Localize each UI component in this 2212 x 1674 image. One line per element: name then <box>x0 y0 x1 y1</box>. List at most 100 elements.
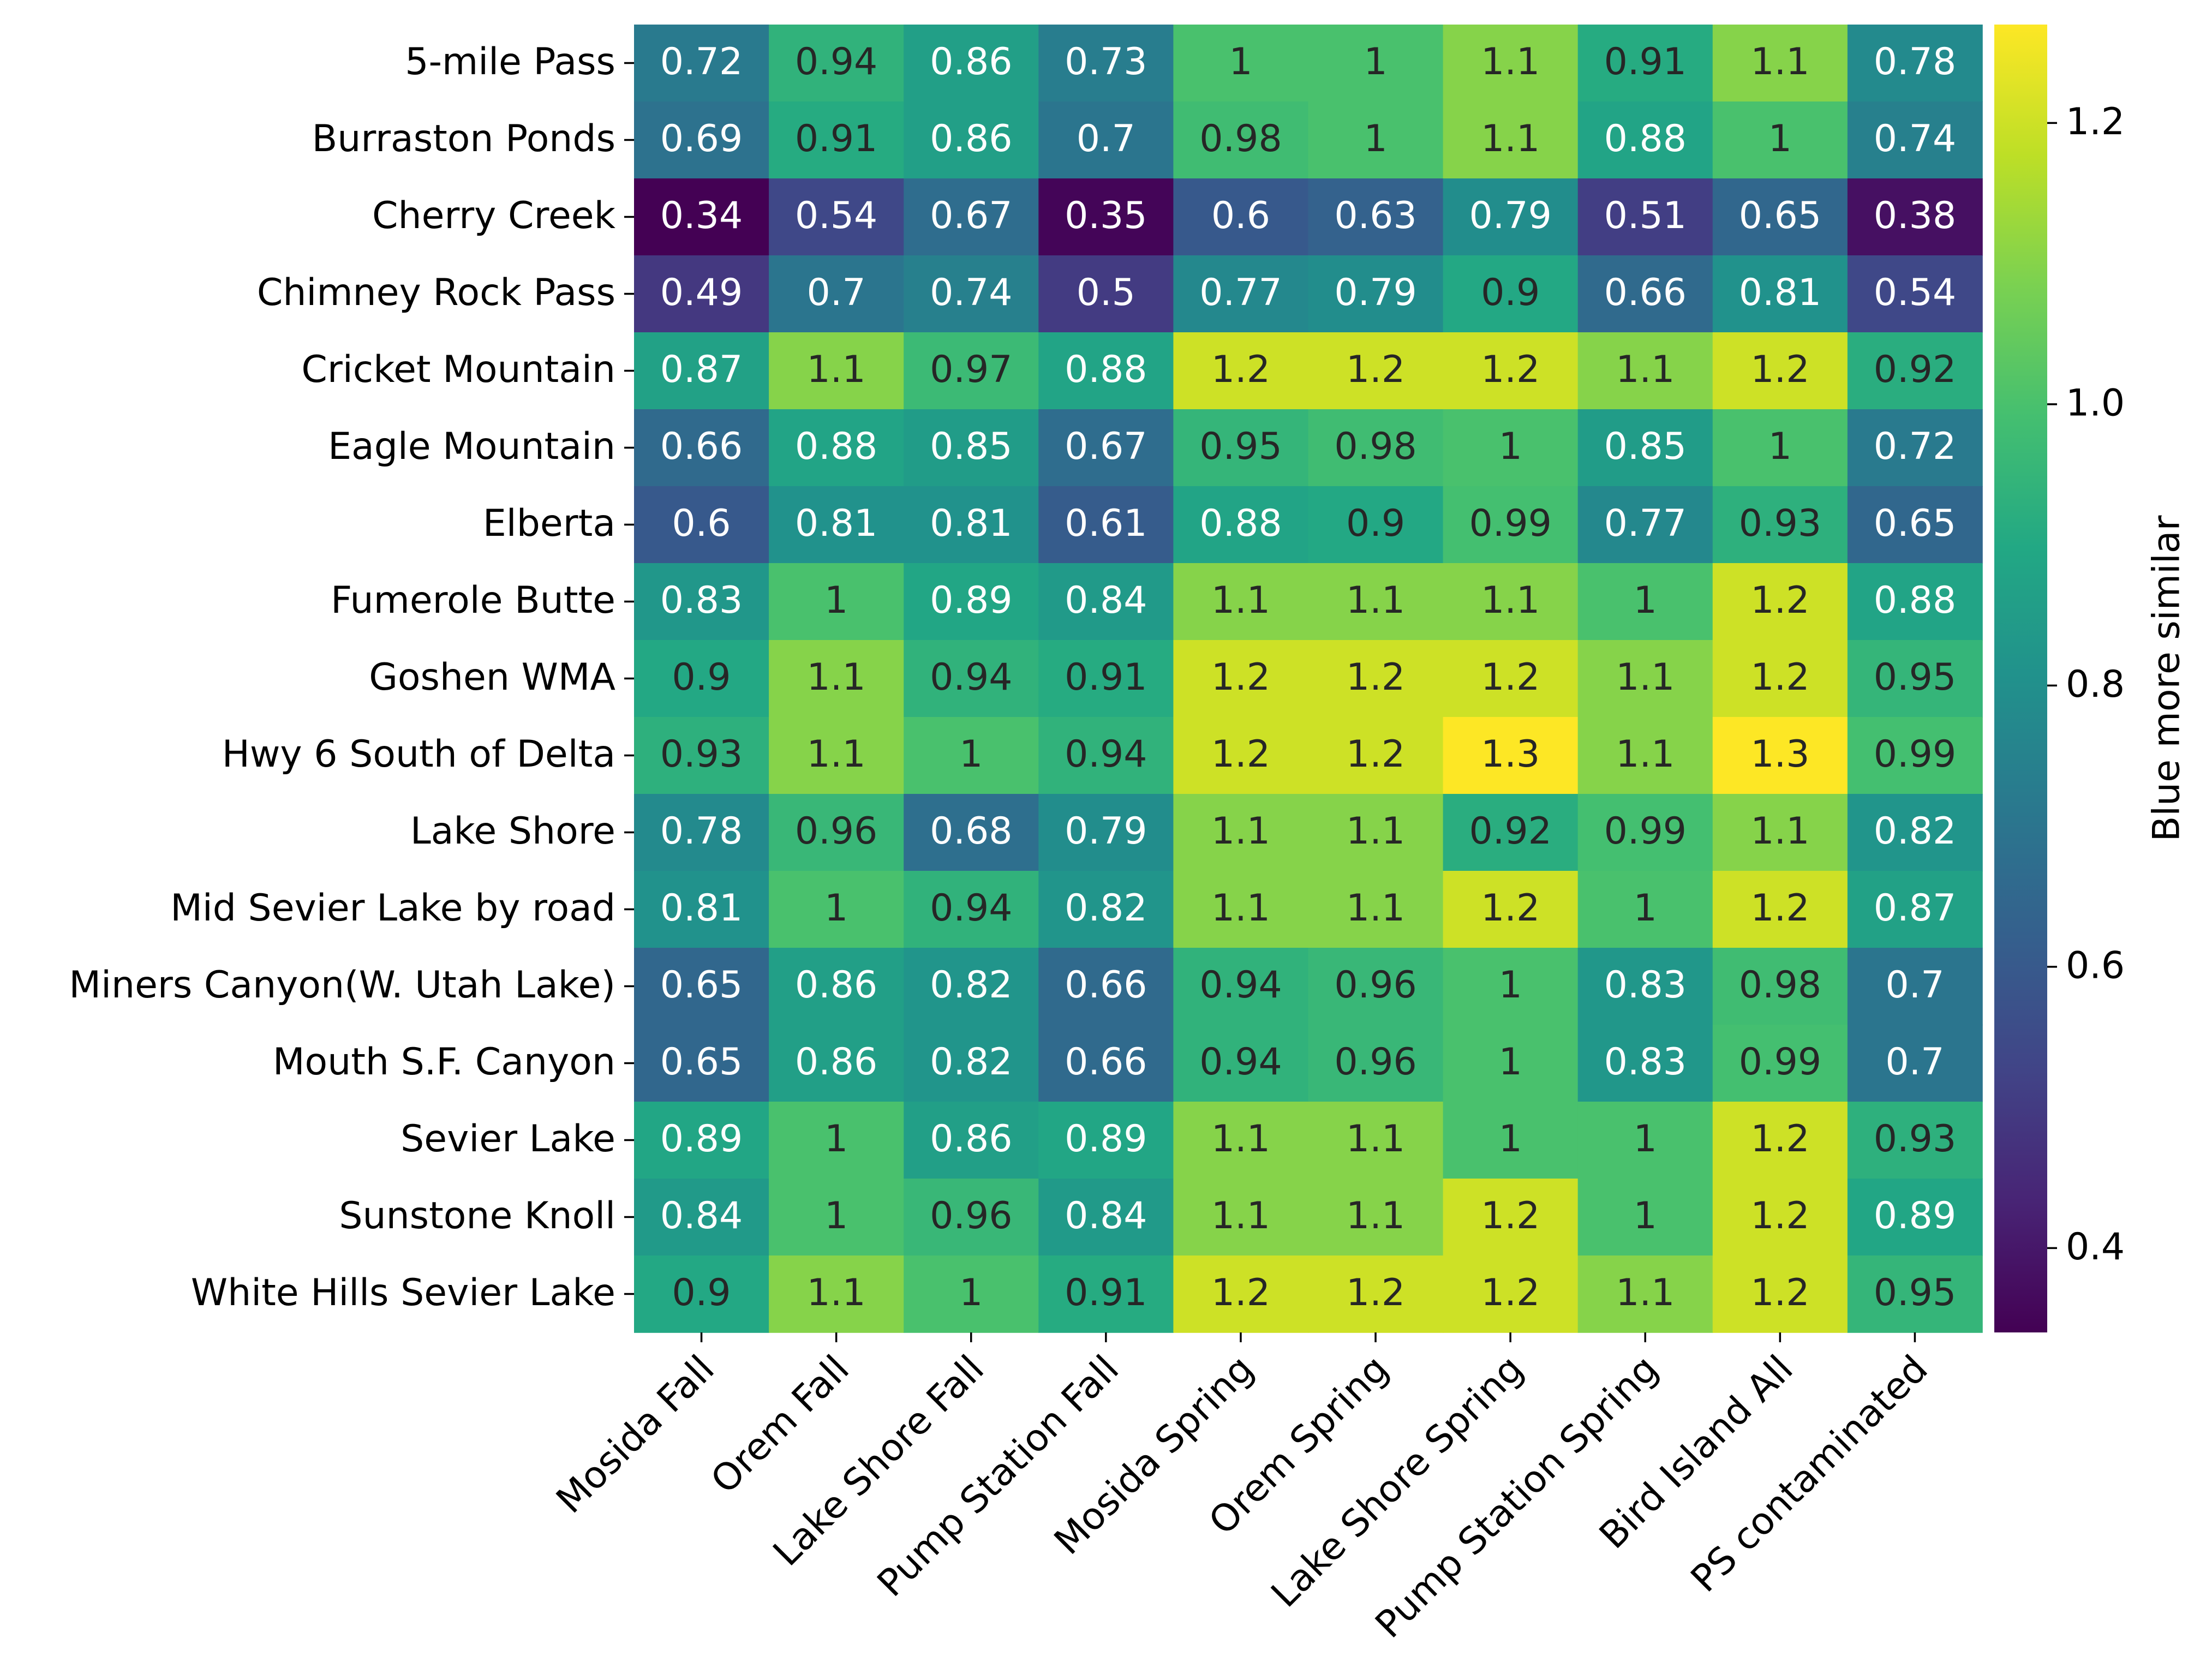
cell-value-label: 0.98 <box>1739 964 1821 1007</box>
heatmap-cell <box>1173 948 1309 1025</box>
cell-value-label: 0.88 <box>1065 348 1147 391</box>
cell-value-label: 0.94 <box>795 40 877 83</box>
heatmap-cell <box>769 332 904 410</box>
cell-value-label: 1 <box>1634 887 1657 930</box>
cell-value-label: 0.96 <box>930 1194 1012 1237</box>
cell-value-label: 0.72 <box>1874 425 1956 468</box>
heatmap-cell <box>1577 1179 1713 1256</box>
heatmap-cell <box>1173 794 1309 871</box>
heatmap-cell <box>904 409 1039 487</box>
cell-value-label: 0.94 <box>930 887 1012 930</box>
cell-value-label: 0.89 <box>930 579 1012 622</box>
cell-value-label: 0.7 <box>1885 1041 1944 1084</box>
cell-value-label: 0.66 <box>1604 271 1687 314</box>
cell-value-label: 1.1 <box>1481 579 1540 622</box>
heatmap-cell <box>1173 25 1309 102</box>
cell-value-label: 0.7 <box>807 271 866 314</box>
heatmap-cell <box>1577 794 1713 871</box>
heatmap-cell <box>1577 1256 1713 1333</box>
y-tick-label: Hwy 6 South of Delta <box>222 733 615 776</box>
heatmap-cell <box>904 794 1039 871</box>
cell-value-label: 0.94 <box>1065 733 1147 776</box>
heatmap-cell <box>1712 563 1848 641</box>
heatmap-cell <box>1847 101 1983 179</box>
cell-value-label: 1.1 <box>1750 40 1809 83</box>
cell-value-label: 0.78 <box>1874 40 1956 83</box>
heatmap-cell <box>1443 717 1579 794</box>
heatmap-cell <box>1712 101 1848 179</box>
y-tick-label: Fumerole Butte <box>331 579 615 622</box>
cell-value-label: 1 <box>1499 425 1522 468</box>
cell-value-label: 1 <box>824 579 848 622</box>
y-tick-label: Cherry Creek <box>372 194 616 237</box>
heatmap-cell <box>1712 871 1848 948</box>
cell-value-label: 0.79 <box>1469 194 1551 237</box>
heatmap-cell <box>769 409 904 487</box>
x-tick-label: PS contaminated <box>1683 1347 1936 1600</box>
y-tick-label: Burraston Ponds <box>312 117 615 160</box>
cell-value-label: 0.81 <box>930 502 1012 545</box>
heatmap-cell <box>1712 409 1848 487</box>
heatmap-cell <box>904 101 1039 179</box>
cell-value-label: 0.98 <box>1199 117 1282 160</box>
heatmap-cell <box>1443 871 1579 948</box>
heatmap-cell <box>1443 563 1579 641</box>
heatmap-cell <box>904 871 1039 948</box>
heatmap-cell <box>634 640 769 718</box>
colorbar-tick-label: 1.0 <box>2066 381 2125 425</box>
cell-value-label: 0.7 <box>1885 964 1944 1007</box>
heatmap-cell <box>1038 640 1174 718</box>
cell-value-label: 0.85 <box>1604 425 1687 468</box>
cell-value-label: 0.89 <box>1065 1117 1147 1161</box>
heatmap-cell <box>634 101 769 179</box>
heatmap-cell <box>1173 178 1309 256</box>
heatmap-cell <box>1712 332 1848 410</box>
heatmap-cell <box>634 255 769 333</box>
cell-value-label: 1 <box>1364 40 1387 83</box>
cell-value-label: 0.9 <box>672 1271 731 1314</box>
heatmap-cell <box>1577 1025 1713 1102</box>
heatmap-cell <box>1038 255 1174 333</box>
heatmap-cell <box>1173 332 1309 410</box>
cell-value-label: 1.1 <box>807 348 866 391</box>
heatmap-cell <box>1038 332 1174 410</box>
heatmap-cell <box>1173 255 1309 333</box>
cell-value-label: 1.1 <box>1211 1194 1270 1237</box>
cell-value-label: 0.68 <box>930 810 1012 853</box>
heatmap-cell <box>1443 1179 1579 1256</box>
y-tick-label: Miners Canyon(W. Utah Lake) <box>69 964 615 1007</box>
colorbar-tick-label: 0.6 <box>2066 944 2125 987</box>
heatmap-cell <box>634 794 769 871</box>
heatmap-cell <box>1712 255 1848 333</box>
heatmap-cell <box>1308 332 1444 410</box>
cell-value-label: 0.65 <box>660 1041 743 1084</box>
heatmap-cell <box>769 1179 904 1256</box>
cell-value-label: 1.2 <box>1346 348 1405 391</box>
heatmap-cell <box>769 948 904 1025</box>
colorbar-label: Blue more similar <box>2145 516 2189 842</box>
cell-value-label: 0.84 <box>1065 1194 1147 1237</box>
cell-value-label: 1.2 <box>1211 733 1270 776</box>
cell-value-label: 1 <box>1499 964 1522 1007</box>
heatmap-cell <box>1847 25 1983 102</box>
cell-value-label: 1 <box>1634 579 1657 622</box>
cell-value-label: 0.91 <box>1065 1271 1147 1314</box>
cell-value-label: 0.94 <box>1199 964 1282 1007</box>
cell-value-label: 0.91 <box>795 117 877 160</box>
heatmap-cell <box>1038 25 1174 102</box>
heatmap-cell <box>634 486 769 564</box>
heatmap-cell <box>1443 1025 1579 1102</box>
cell-value-label: 0.86 <box>930 117 1012 160</box>
cell-value-label: 0.82 <box>930 964 1012 1007</box>
cell-value-label: 0.83 <box>660 579 743 622</box>
heatmap-cell <box>1308 255 1444 333</box>
cell-value-label: 0.54 <box>795 194 877 237</box>
cell-value-label: 0.74 <box>1874 117 1956 160</box>
cell-value-label: 1.1 <box>807 733 866 776</box>
cell-value-label: 0.86 <box>930 1117 1012 1161</box>
colorbar-tick-label: 0.8 <box>2066 663 2125 706</box>
heatmap-cell <box>904 255 1039 333</box>
cell-value-label: 0.9 <box>672 656 731 699</box>
